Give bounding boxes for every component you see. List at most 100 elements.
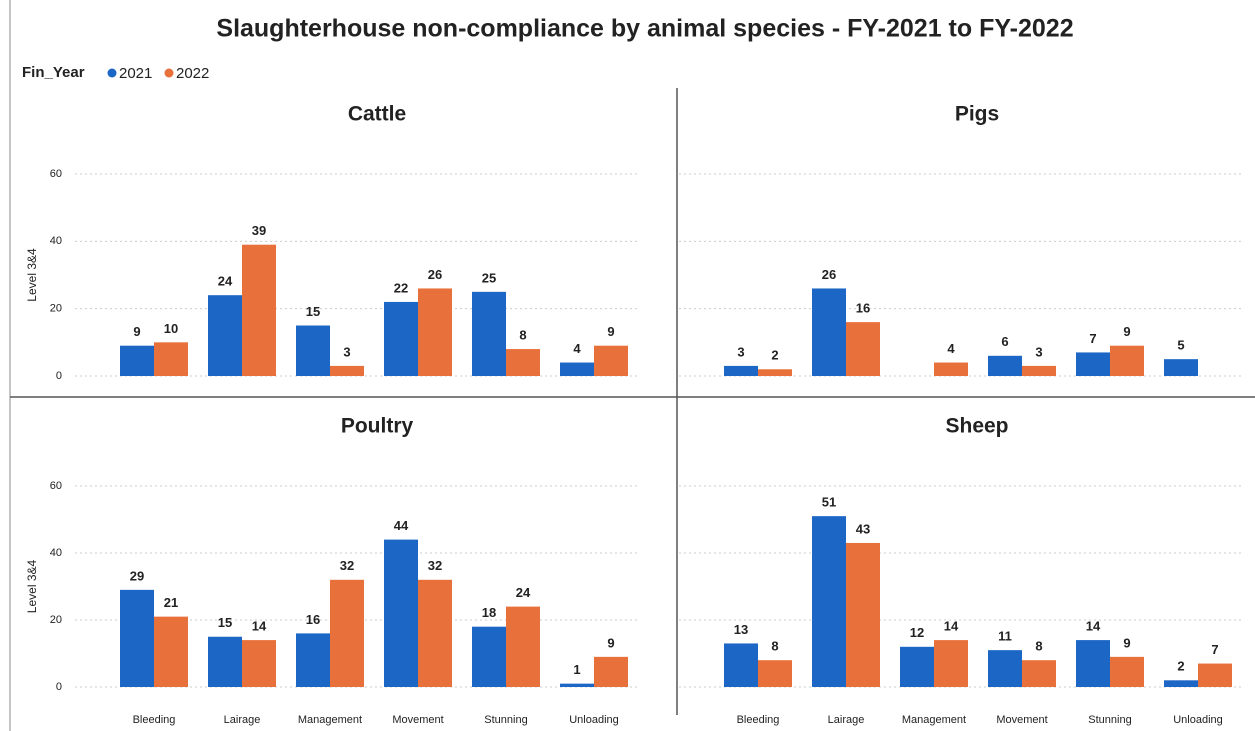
bar: [330, 365, 364, 376]
bar: [1164, 680, 1198, 687]
data-label: 8: [1035, 639, 1042, 654]
x-tick-label: Movement: [996, 714, 1047, 726]
data-label: 12: [910, 625, 924, 640]
data-label: 3: [737, 344, 744, 359]
data-label: 3: [343, 344, 350, 359]
y-tick-label: 40: [50, 235, 62, 247]
data-label: 26: [428, 267, 442, 282]
bar: [384, 301, 418, 376]
data-label: 26: [822, 267, 836, 282]
bar: [208, 295, 242, 376]
bar: [120, 345, 154, 376]
x-tick-label: Unloading: [1173, 714, 1223, 726]
y-tick-label: 20: [50, 303, 62, 315]
data-label: 39: [252, 223, 266, 238]
data-label: 24: [516, 585, 531, 600]
bar: [208, 636, 242, 687]
bar: [418, 288, 452, 376]
data-label: 4: [947, 341, 955, 356]
legend-title: Fin_Year: [22, 64, 85, 81]
y-tick-label: 0: [56, 370, 62, 382]
data-label: 6: [1001, 334, 1008, 349]
data-label: 32: [340, 558, 354, 573]
data-label: 9: [607, 324, 614, 339]
data-label: 1: [573, 662, 580, 677]
data-label: 18: [482, 605, 496, 620]
x-tick-label: Movement: [392, 714, 443, 726]
bar: [1110, 345, 1144, 376]
x-tick-label: Management: [298, 714, 362, 726]
bar: [472, 626, 506, 687]
bar: [812, 288, 846, 376]
data-label: 8: [771, 639, 778, 654]
y-tick-label: 20: [50, 614, 62, 626]
y-tick-label: 40: [50, 547, 62, 559]
x-tick-label: Stunning: [484, 714, 527, 726]
bar: [594, 656, 628, 687]
data-label: 9: [1123, 324, 1130, 339]
bar: [560, 362, 594, 376]
bar: [988, 355, 1022, 376]
panel-title: Poultry: [341, 415, 414, 438]
bar: [724, 643, 758, 687]
data-label: 25: [482, 270, 496, 285]
bar: [1110, 656, 1144, 687]
x-tick-label: Bleeding: [737, 714, 780, 726]
data-label: 7: [1089, 331, 1096, 346]
legend-label: 2021: [119, 65, 152, 82]
data-label: 2: [1177, 659, 1184, 674]
dashboard-title: Slaughterhouse non-compliance by animal …: [216, 15, 1073, 43]
data-label: 5: [1177, 338, 1184, 353]
data-label: 44: [394, 518, 409, 533]
data-label: 4: [573, 341, 581, 356]
data-label: 15: [306, 304, 320, 319]
data-label: 13: [734, 622, 748, 637]
bar: [330, 579, 364, 687]
bar: [758, 660, 792, 687]
bar: [1076, 352, 1110, 376]
bar: [934, 640, 968, 687]
bar: [154, 342, 188, 376]
x-tick-label: Lairage: [828, 714, 865, 726]
bar: [1076, 640, 1110, 687]
y-tick-label: 60: [50, 168, 62, 180]
bar: [758, 369, 792, 376]
panel-title: Pigs: [955, 103, 999, 126]
x-tick-label: Stunning: [1088, 714, 1131, 726]
y-axis-label: Level 3&4: [25, 248, 39, 302]
data-label: 3: [1035, 344, 1042, 359]
bar: [472, 291, 506, 376]
data-label: 14: [944, 619, 959, 634]
bar: [384, 539, 418, 687]
data-label: 32: [428, 558, 442, 573]
data-label: 7: [1211, 642, 1218, 657]
bar: [594, 345, 628, 376]
data-label: 16: [856, 301, 870, 316]
data-label: 14: [1086, 619, 1101, 634]
data-label: 10: [164, 321, 178, 336]
bar: [846, 322, 880, 376]
data-label: 15: [218, 615, 232, 630]
data-label: 21: [164, 595, 178, 610]
bar: [1022, 365, 1056, 376]
data-label: 43: [856, 521, 870, 536]
bar: [1198, 663, 1232, 687]
bar: [506, 606, 540, 687]
bar: [242, 244, 276, 376]
bar: [988, 650, 1022, 687]
bar: [812, 516, 846, 687]
legend-marker: [107, 68, 117, 78]
y-tick-label: 60: [50, 480, 62, 492]
data-label: 14: [252, 619, 267, 634]
y-tick-label: 0: [56, 681, 62, 693]
bar: [418, 579, 452, 687]
x-tick-label: Management: [902, 714, 966, 726]
data-label: 2: [771, 348, 778, 363]
bar: [120, 589, 154, 687]
bar: [506, 349, 540, 376]
legend-label: 2022: [176, 65, 209, 82]
data-label: 24: [218, 274, 233, 289]
data-label: 11: [998, 629, 1012, 644]
data-label: 9: [133, 324, 140, 339]
